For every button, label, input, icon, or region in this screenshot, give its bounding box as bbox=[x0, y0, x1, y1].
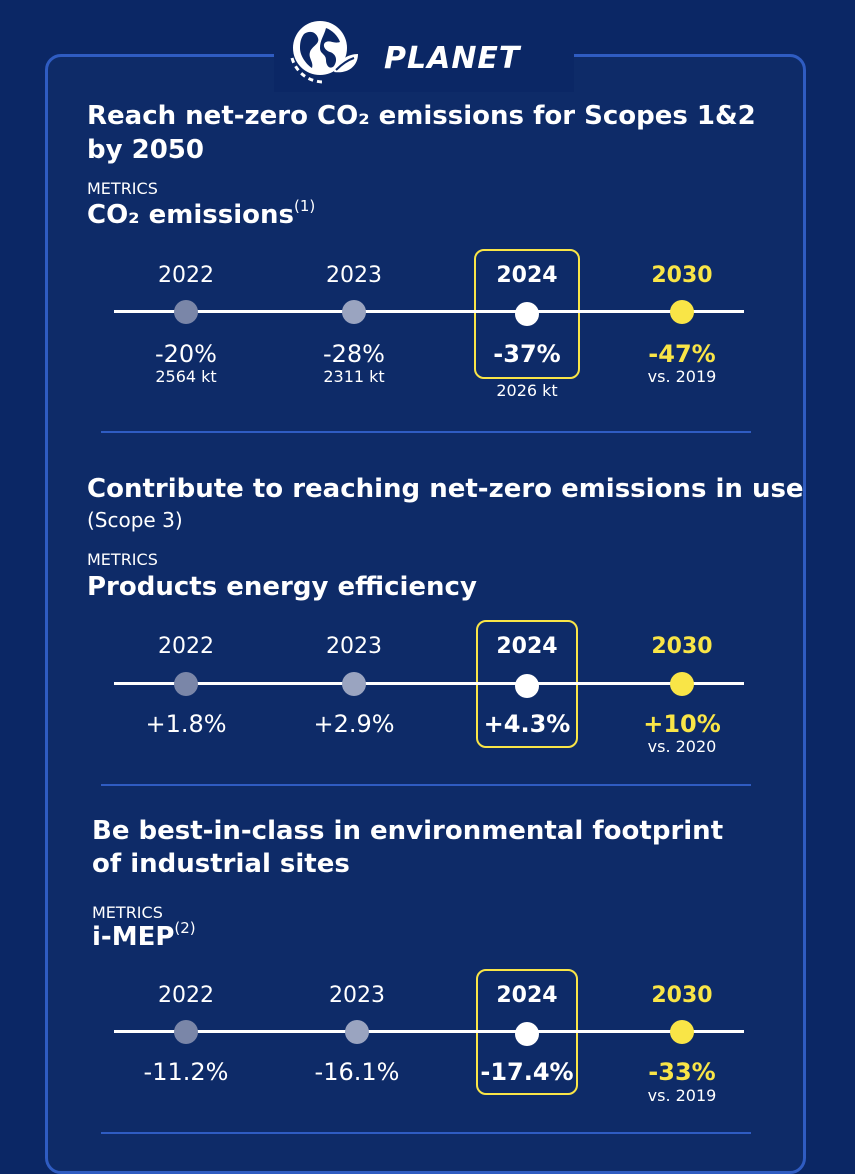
value-label: +1.8% bbox=[145, 710, 227, 738]
timeline-dot-current bbox=[515, 302, 539, 326]
value-note: vs. 2020 bbox=[647, 737, 717, 756]
timeline-dot bbox=[174, 672, 198, 696]
value-label: -11.2% bbox=[143, 1058, 229, 1086]
timeline-dot bbox=[345, 1020, 369, 1044]
footnote-ref: (2) bbox=[174, 919, 196, 937]
value-note: vs. 2019 bbox=[647, 1086, 717, 1105]
section-subheading: (Scope 3) bbox=[87, 508, 183, 532]
timeline-dot bbox=[174, 1020, 198, 1044]
current-year-highlight bbox=[474, 249, 580, 379]
timeline-dot bbox=[342, 672, 366, 696]
timeline-line bbox=[114, 682, 744, 685]
timeline-dot-current bbox=[515, 674, 539, 698]
value-label: -20% bbox=[154, 340, 217, 368]
metrics-label: METRICS bbox=[87, 179, 158, 198]
metric-title: i-MEP(2) bbox=[92, 919, 196, 953]
section-divider bbox=[101, 784, 751, 786]
year-label-target: 2030 bbox=[651, 634, 713, 659]
brand-header: PLANET bbox=[274, 10, 574, 92]
brand-name: PLANET bbox=[384, 41, 521, 76]
value-label-current: +4.3% bbox=[483, 710, 571, 738]
section-divider bbox=[101, 431, 751, 433]
globe-leaf-icon bbox=[290, 21, 358, 84]
year-label-target: 2030 bbox=[651, 263, 713, 288]
timeline-dot-current bbox=[515, 1022, 539, 1046]
section-heading: Contribute to reaching net-zero emission… bbox=[87, 474, 804, 504]
year-label: 2023 bbox=[326, 634, 382, 659]
timeline-line bbox=[114, 310, 744, 313]
year-label: 2023 bbox=[329, 983, 385, 1008]
year-label: 2023 bbox=[326, 263, 382, 288]
section-divider bbox=[101, 1132, 751, 1134]
timeline-line bbox=[114, 1030, 744, 1033]
timeline-dot bbox=[342, 300, 366, 324]
year-label-current: 2024 bbox=[496, 983, 558, 1008]
timeline-dot bbox=[174, 300, 198, 324]
value-label-current: -17.4% bbox=[480, 1058, 574, 1086]
timeline-dot-target bbox=[670, 672, 694, 696]
metrics-label: METRICS bbox=[87, 550, 158, 569]
value-label: -16.1% bbox=[314, 1058, 400, 1086]
value-label-target: +10% bbox=[643, 710, 721, 738]
timeline-dot-target bbox=[670, 1020, 694, 1044]
value-label-target: -33% bbox=[648, 1058, 716, 1086]
metric-title: Products energy efficiency bbox=[87, 572, 477, 602]
content-panel bbox=[45, 54, 806, 1174]
metric-title: CO₂ emissions(1) bbox=[87, 197, 316, 231]
value-label: +2.9% bbox=[313, 710, 395, 738]
value-label: -28% bbox=[322, 340, 385, 368]
footnote-ref: (1) bbox=[293, 197, 316, 215]
section-heading-line2: by 2050 bbox=[87, 135, 204, 165]
value-note: vs. 2019 bbox=[647, 367, 717, 386]
section-heading: Be best-in-class in environmental footpr… bbox=[92, 816, 724, 846]
metrics-label: METRICS bbox=[92, 903, 163, 922]
year-label-target: 2030 bbox=[651, 983, 713, 1008]
section-heading: Reach net-zero CO₂ emissions for Scopes … bbox=[87, 101, 756, 131]
value-label-current: -37% bbox=[493, 340, 561, 368]
year-label-current: 2024 bbox=[496, 263, 558, 288]
timeline-dot-target bbox=[670, 300, 694, 324]
value-note: 2026 kt bbox=[496, 381, 558, 400]
value-note: 2311 kt bbox=[323, 367, 385, 386]
year-label: 2022 bbox=[158, 983, 214, 1008]
year-label-current: 2024 bbox=[496, 634, 558, 659]
value-note: 2564 kt bbox=[155, 367, 217, 386]
section-heading-line2: of industrial sites bbox=[92, 849, 350, 879]
year-label: 2022 bbox=[158, 634, 214, 659]
year-label: 2022 bbox=[158, 263, 214, 288]
value-label-target: -47% bbox=[648, 340, 716, 368]
